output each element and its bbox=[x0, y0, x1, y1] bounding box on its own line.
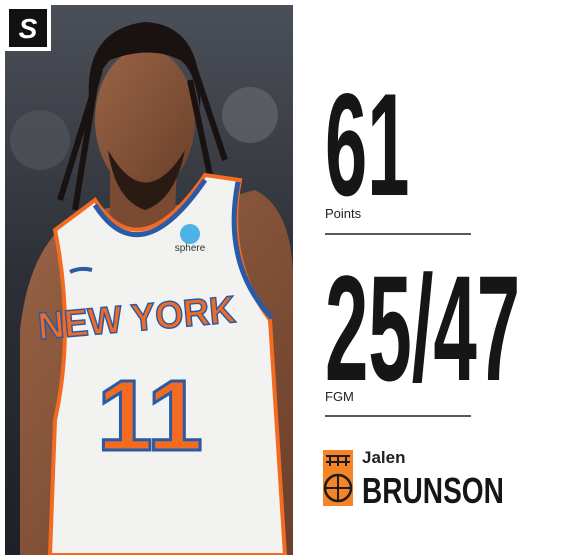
stat-value: 61 bbox=[325, 63, 409, 226]
brand-logo: S bbox=[5, 5, 51, 51]
team-logo-seams bbox=[325, 475, 351, 501]
jersey-number: 11 bbox=[97, 360, 203, 472]
sponsor-logo bbox=[180, 224, 200, 244]
crowd bbox=[222, 87, 278, 143]
stat-value: 25/47 bbox=[325, 246, 520, 413]
jersey-collar bbox=[92, 178, 208, 238]
team-logo bbox=[323, 450, 353, 506]
stat-label: Points bbox=[325, 206, 362, 221]
jersey-swoosh bbox=[69, 266, 93, 274]
player-first-name: Jalen bbox=[362, 448, 405, 467]
sponsor-text: sphere bbox=[175, 243, 206, 254]
logo-letter: S bbox=[19, 13, 38, 44]
player-photo: sphere NEW YORK 11 bbox=[5, 5, 293, 555]
braids bbox=[57, 69, 228, 211]
player-last-name: BRUNSON bbox=[362, 471, 504, 511]
hair bbox=[88, 22, 201, 110]
beard bbox=[108, 150, 185, 210]
jersey-trim bbox=[231, 181, 274, 320]
stat-label: FGM bbox=[325, 389, 354, 404]
head bbox=[95, 48, 195, 192]
logo-box bbox=[9, 9, 47, 47]
team-logo-lines bbox=[326, 455, 350, 466]
crowd bbox=[10, 110, 70, 170]
